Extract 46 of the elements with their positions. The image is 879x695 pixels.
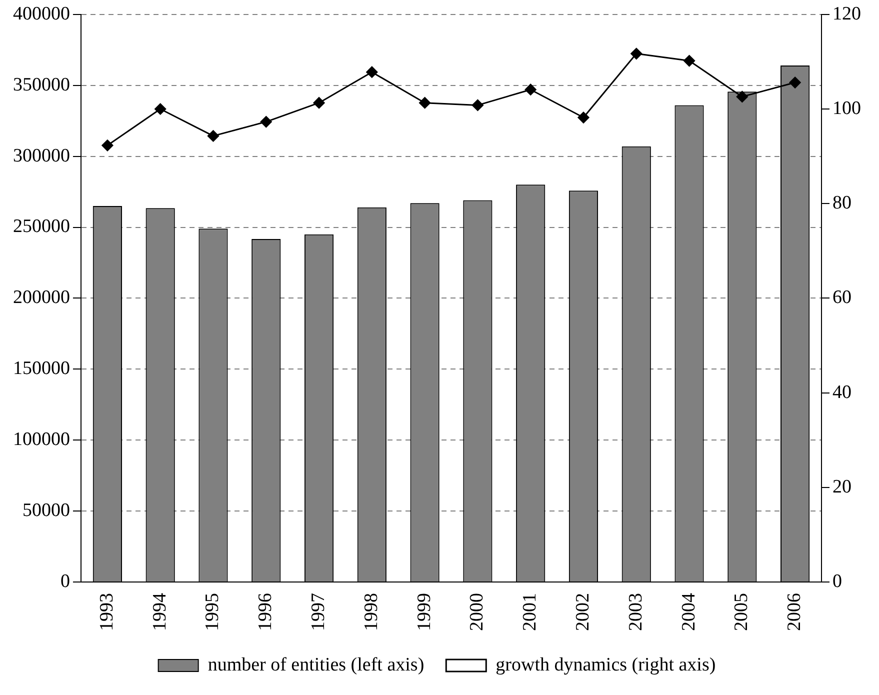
y-tick-label: 350000 <box>13 74 70 96</box>
point <box>789 76 801 88</box>
point <box>313 97 325 109</box>
y-tick-label: 100000 <box>13 429 70 450</box>
x-tick-label: 2004 <box>678 592 700 631</box>
point <box>578 112 590 124</box>
y2-tick-label: 0 <box>832 570 842 592</box>
point <box>524 84 536 96</box>
y2-tick-label: 80 <box>832 192 852 214</box>
x-tick-label: 2001 <box>520 593 541 631</box>
x-tick-label: 1996 <box>255 593 276 631</box>
point <box>366 66 378 78</box>
point <box>630 48 642 60</box>
x-tick-label: 1994 <box>149 592 170 631</box>
x-tick-label: 2006 <box>784 593 806 631</box>
x-tick-label: 1993 <box>96 593 118 631</box>
legend-label: number of entities (left axis) <box>208 654 424 676</box>
point <box>207 130 219 142</box>
x-tick-label: 2002 <box>572 593 594 631</box>
x-tick-label: 2003 <box>625 593 646 631</box>
point <box>419 97 431 109</box>
point <box>102 140 114 152</box>
x-tick-label: 1998 <box>360 593 382 631</box>
y2-tick-label: 120 <box>832 3 861 24</box>
y2-tick-label: 20 <box>832 476 852 498</box>
y2-tick-label: 40 <box>832 382 852 403</box>
x-tick-label: 1995 <box>202 593 224 631</box>
point <box>260 116 272 128</box>
y-tick-label: 50000 <box>22 500 70 522</box>
point <box>472 99 484 111</box>
y-tick-label: 150000 <box>13 358 70 380</box>
x-tick-label: 1999 <box>414 593 435 631</box>
x-tick-label: 2005 <box>731 593 752 631</box>
y2-tick-label: 60 <box>832 287 852 308</box>
y-tick-label: 300000 <box>13 145 70 166</box>
point <box>154 103 166 115</box>
x-tick-label: 1997 <box>308 593 329 631</box>
y-tick-label: 400000 <box>13 3 70 24</box>
y-tick-label: 250000 <box>13 216 70 238</box>
y2-tick-label: 100 <box>832 98 861 119</box>
point <box>736 90 748 102</box>
point <box>684 55 696 67</box>
x-tick-label: 2000 <box>466 593 488 631</box>
y-tick-label: 200000 <box>13 287 70 308</box>
legend-label: growth dynamics (right axis) <box>496 654 716 676</box>
y-tick-label: 0 <box>60 570 70 592</box>
